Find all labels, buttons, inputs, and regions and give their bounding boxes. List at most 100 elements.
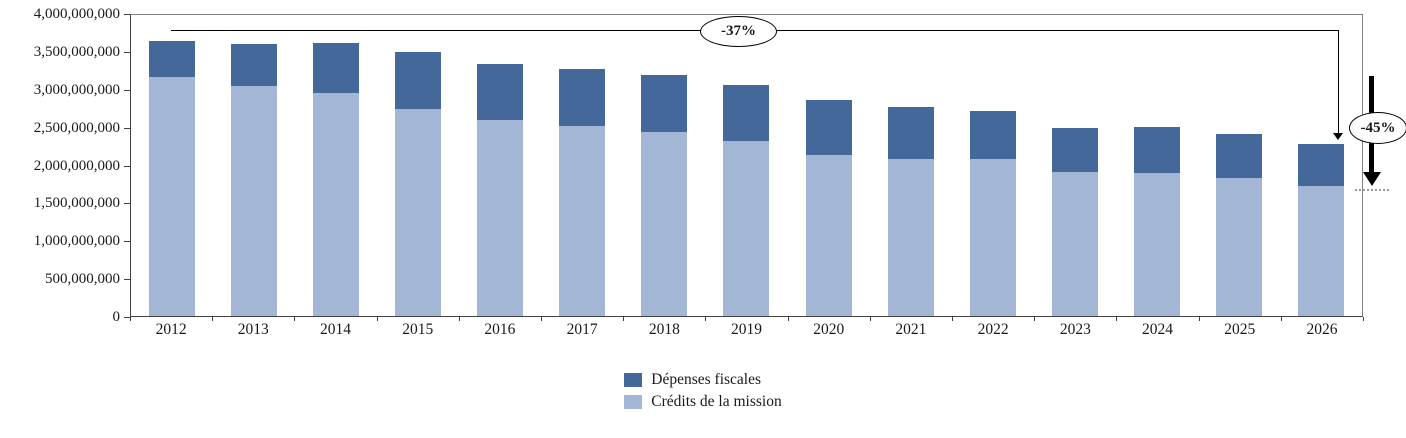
x-axis-year-label: 2026 — [1306, 321, 1338, 338]
annotation-45-label: -45% — [1360, 119, 1396, 136]
x-axis-tick — [1363, 317, 1364, 321]
bar-segment — [805, 154, 852, 316]
bar-segment — [1297, 185, 1344, 316]
bar-segment — [477, 63, 524, 121]
annotation-45-arrowhead-icon — [1363, 172, 1381, 186]
x-axis-tick — [376, 317, 378, 321]
y-axis-tick-label: 4,000,000,000 — [33, 6, 120, 22]
plot-area — [130, 14, 1363, 317]
bar-segment — [805, 100, 852, 155]
bar-group-2025 — [1198, 15, 1280, 316]
x-axis-tick — [1034, 317, 1036, 321]
bar-segment — [313, 42, 360, 93]
y-axis-tick — [124, 14, 130, 15]
bar-group-2021 — [870, 15, 952, 316]
x-axis-year-label: 2016 — [484, 321, 516, 338]
y-axis-tick-label: 2,500,000,000 — [33, 119, 120, 136]
legend-label: Dépenses fiscales — [651, 371, 762, 388]
x-axis-year-label: 2025 — [1224, 321, 1256, 338]
y-axis-tick — [124, 279, 130, 281]
dotted-mark — [1355, 189, 1389, 191]
annotation-37-vertical-line — [1338, 30, 1339, 133]
x-axis-tick — [952, 317, 953, 321]
x-axis-tick — [623, 317, 625, 321]
bar-segment — [477, 120, 524, 316]
x-axis-tick — [1116, 317, 1118, 321]
bars-row — [131, 15, 1362, 316]
x-axis-labels: 2012 2013 2014 2015 2016 2017 2018 2019 2020 2021… — [130, 321, 1363, 339]
bar-segment — [641, 75, 688, 132]
annotation-37-ellipse: -37% — [700, 16, 777, 47]
legend: Dépenses fiscales Crédits de la mission — [0, 371, 1406, 410]
x-axis-tick — [869, 317, 871, 321]
bar-segment — [1051, 171, 1098, 316]
x-axis-tick — [458, 317, 460, 321]
x-axis-year-label: 2014 — [320, 321, 351, 338]
bar-group-2014 — [295, 15, 377, 316]
x-axis-year-label: 2022 — [977, 321, 1009, 338]
x-axis-year-label: 2017 — [566, 321, 598, 338]
bar-group-2013 — [213, 15, 295, 316]
x-axis-tick — [541, 317, 542, 321]
bar-segment — [395, 109, 442, 316]
x-axis-tick — [787, 317, 789, 321]
bar-group-2017 — [541, 15, 623, 316]
bar-segment — [231, 44, 278, 86]
bar-group-2016 — [459, 15, 541, 316]
y-axis-tick — [124, 127, 130, 129]
x-axis-tick — [294, 317, 296, 321]
legend-item: Dépenses fiscales — [624, 371, 781, 388]
bar-segment — [887, 106, 934, 160]
bar-segment — [1215, 133, 1262, 178]
bar-group-2020 — [788, 15, 870, 316]
x-axis-year-label: 2023 — [1059, 321, 1091, 338]
x-axis-tick — [1198, 317, 1200, 321]
bar-segment — [1133, 126, 1180, 174]
y-axis-tick — [124, 89, 130, 91]
bar-segment — [559, 125, 606, 316]
y-axis-tick — [124, 203, 130, 205]
legend-items: Dépenses fiscales Crédits de la mission — [624, 371, 782, 410]
y-axis-tick-label: 1,000,000,000 — [33, 233, 120, 250]
legend-item: Crédits de la mission — [624, 393, 782, 410]
bar-group-2022 — [952, 15, 1034, 316]
bar-group-2012 — [131, 15, 213, 316]
bar-group-2015 — [377, 15, 459, 316]
y-axis-tick-label: 500,000,000 — [45, 271, 120, 288]
legend-swatch-icon — [624, 394, 643, 409]
annotation-37-label: -37% — [721, 23, 756, 39]
legend-label: Crédits de la mission — [651, 393, 782, 410]
bar-segment — [559, 69, 606, 126]
annotation-45-ellipse: -45% — [1349, 112, 1406, 144]
x-axis-year-label: 2015 — [402, 321, 434, 338]
x-axis-year-label: 2018 — [648, 321, 680, 338]
bar-segment — [231, 85, 278, 316]
x-axis-year-label: 2021 — [895, 321, 927, 338]
bar-segment — [1297, 144, 1344, 186]
y-axis-tick-label: 1,500,000,000 — [33, 195, 120, 212]
bar-group-2026 — [1280, 15, 1362, 316]
bar-segment — [887, 159, 934, 316]
x-axis-tick — [130, 317, 131, 321]
bar-segment — [149, 77, 196, 316]
y-axis-tick — [124, 51, 130, 53]
bar-segment — [723, 84, 770, 142]
bar-segment — [1051, 127, 1098, 172]
x-axis-tick — [1280, 317, 1282, 321]
x-axis-year-label: 2013 — [237, 321, 269, 338]
bar-segment — [641, 131, 688, 316]
x-axis-year-label: 2012 — [155, 321, 187, 338]
y-axis-tick — [124, 241, 130, 243]
bar-segment — [395, 52, 442, 110]
bar-segment — [969, 159, 1016, 316]
bar-segment — [1133, 173, 1180, 316]
x-axis-tick — [212, 317, 214, 321]
bar-group-2019 — [705, 15, 787, 316]
bar-segment — [969, 110, 1016, 160]
bar-segment — [149, 40, 196, 78]
bar-group-2024 — [1116, 15, 1198, 316]
legend-swatch-icon — [624, 372, 643, 387]
y-axis-tick — [124, 317, 130, 318]
bar-segment — [723, 141, 770, 316]
